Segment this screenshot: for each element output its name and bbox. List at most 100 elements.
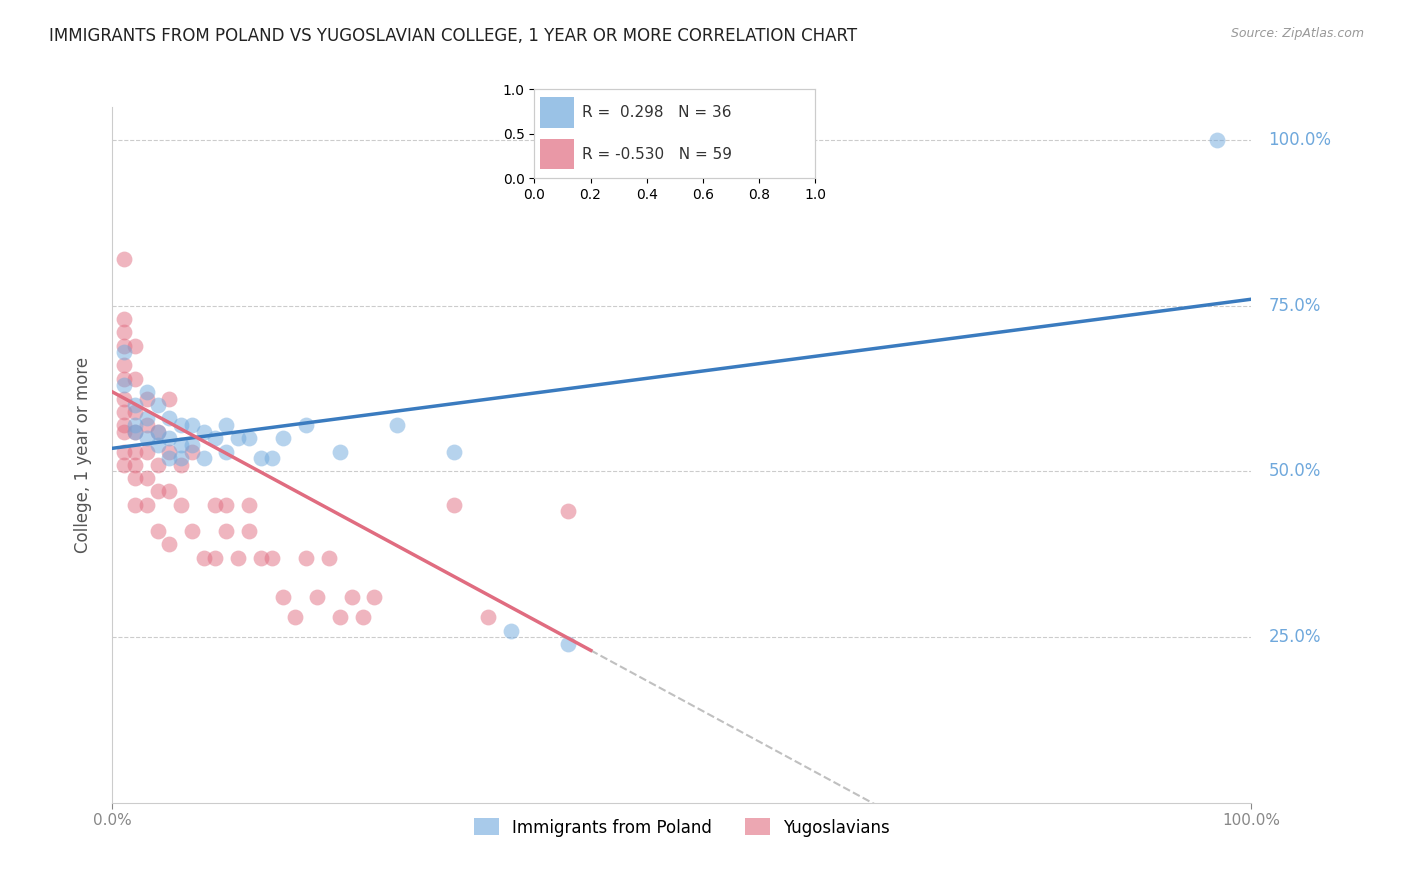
- Text: 100.0%: 100.0%: [1268, 131, 1331, 149]
- Point: [112, 326, 135, 340]
- Point: [238, 431, 260, 445]
- Point: [329, 610, 352, 624]
- Point: [135, 418, 157, 433]
- Legend: Immigrants from Poland, Yugoslavians: Immigrants from Poland, Yugoslavians: [467, 812, 897, 843]
- Point: [135, 431, 157, 445]
- Point: [112, 418, 135, 433]
- Point: [260, 451, 283, 466]
- Point: [170, 498, 193, 512]
- Point: [124, 338, 146, 352]
- Point: [204, 498, 226, 512]
- Point: [124, 398, 146, 412]
- Point: [181, 444, 204, 458]
- Point: [146, 524, 169, 538]
- Point: [112, 444, 135, 458]
- Point: [271, 431, 295, 445]
- Point: [318, 550, 340, 565]
- Point: [226, 431, 249, 445]
- Point: [193, 451, 215, 466]
- Text: 25.0%: 25.0%: [1268, 628, 1320, 646]
- Point: [135, 444, 157, 458]
- Point: [340, 591, 363, 605]
- Point: [124, 458, 146, 472]
- Point: [112, 312, 135, 326]
- Point: [329, 444, 352, 458]
- Point: [238, 498, 260, 512]
- Point: [226, 550, 249, 565]
- Point: [135, 471, 157, 485]
- Point: [443, 498, 465, 512]
- Point: [284, 610, 307, 624]
- Point: [159, 444, 180, 458]
- Point: [159, 431, 180, 445]
- Point: [124, 405, 146, 419]
- Point: [135, 411, 157, 425]
- Point: [215, 524, 238, 538]
- Point: [385, 418, 409, 433]
- Point: [557, 637, 579, 651]
- Text: 75.0%: 75.0%: [1268, 297, 1320, 315]
- Point: [215, 444, 238, 458]
- Point: [204, 550, 226, 565]
- Point: [159, 411, 180, 425]
- Point: [363, 591, 385, 605]
- Point: [295, 418, 318, 433]
- Point: [181, 524, 204, 538]
- Point: [181, 438, 204, 452]
- Point: [159, 392, 180, 406]
- Point: [193, 425, 215, 439]
- Point: [238, 524, 260, 538]
- Text: R = -0.530   N = 59: R = -0.530 N = 59: [582, 147, 733, 161]
- Point: [204, 431, 226, 445]
- Point: [193, 550, 215, 565]
- Point: [271, 591, 295, 605]
- Point: [443, 444, 465, 458]
- Point: [124, 498, 146, 512]
- Point: [352, 610, 374, 624]
- Point: [159, 537, 180, 551]
- Y-axis label: College, 1 year or more: College, 1 year or more: [73, 357, 91, 553]
- Point: [124, 471, 146, 485]
- Point: [170, 458, 193, 472]
- Point: [135, 392, 157, 406]
- Point: [124, 444, 146, 458]
- Point: [477, 610, 499, 624]
- Point: [112, 425, 135, 439]
- Point: [1206, 133, 1229, 147]
- Point: [307, 591, 329, 605]
- Point: [170, 451, 193, 466]
- Point: [112, 359, 135, 373]
- Point: [112, 378, 135, 392]
- Point: [124, 425, 146, 439]
- Point: [249, 451, 271, 466]
- Point: [146, 425, 169, 439]
- Point: [146, 484, 169, 499]
- Point: [181, 418, 204, 433]
- Point: [170, 438, 193, 452]
- Point: [146, 438, 169, 452]
- Point: [112, 345, 135, 359]
- Bar: [540, 139, 574, 169]
- Point: [112, 372, 135, 386]
- Bar: [540, 97, 574, 128]
- Point: [112, 252, 135, 267]
- Point: [135, 498, 157, 512]
- Point: [124, 425, 146, 439]
- Point: [124, 372, 146, 386]
- Text: Source: ZipAtlas.com: Source: ZipAtlas.com: [1230, 27, 1364, 40]
- Point: [159, 484, 180, 499]
- Text: IMMIGRANTS FROM POLAND VS YUGOSLAVIAN COLLEGE, 1 YEAR OR MORE CORRELATION CHART: IMMIGRANTS FROM POLAND VS YUGOSLAVIAN CO…: [49, 27, 858, 45]
- Point: [249, 550, 271, 565]
- Point: [215, 498, 238, 512]
- Point: [557, 504, 579, 518]
- Point: [159, 451, 180, 466]
- Point: [112, 392, 135, 406]
- Point: [146, 398, 169, 412]
- Text: 50.0%: 50.0%: [1268, 462, 1320, 481]
- Point: [135, 384, 157, 399]
- Point: [260, 550, 283, 565]
- Point: [146, 458, 169, 472]
- Point: [112, 458, 135, 472]
- Point: [146, 425, 169, 439]
- Text: R =  0.298   N = 36: R = 0.298 N = 36: [582, 105, 731, 120]
